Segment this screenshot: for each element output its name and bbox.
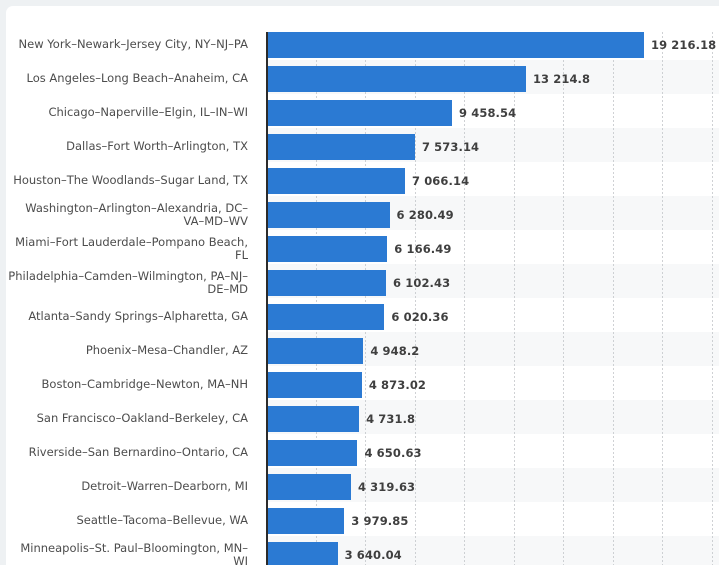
row-band <box>266 536 719 565</box>
category-label: San Francisco–Oakland–Berkeley, CA <box>36 411 248 425</box>
bar-value-label: 6 020.36 <box>391 310 449 324</box>
category-label: Minneapolis–St. Paul–Bloomington, MN–WI <box>20 540 248 565</box>
bar[interactable] <box>266 508 345 534</box>
bar-value-label: 3 640.04 <box>344 548 402 562</box>
gridline <box>612 32 614 565</box>
chart-card: New York–Newark–Jersey City, NY–NJ–PA Los… <box>6 6 719 565</box>
category-label: Atlanta–Sandy Springs–Alpharetta, GA <box>28 309 248 323</box>
bar[interactable] <box>266 338 364 364</box>
bar-row[interactable]: 6 102.43 <box>266 270 719 296</box>
gridline <box>563 32 564 565</box>
gridline <box>513 32 515 565</box>
bar-value-label: 4 650.63 <box>364 446 422 460</box>
bar-value-label: 9 458.54 <box>459 106 517 120</box>
gridline <box>464 32 465 565</box>
bar-value-label: 4 873.02 <box>368 378 427 392</box>
bar-value-label: 13 214.8 <box>532 72 591 86</box>
category-label: Boston–Cambridge–Newton, MA–NH <box>41 377 248 391</box>
bar-value-label: 6 166.49 <box>394 242 452 256</box>
category-label: Washington–Arlington–Alexandria, DC–VA–M… <box>25 200 248 228</box>
bar-value-label: 6 280.49 <box>396 208 454 222</box>
category-label: Seattle–Tacoma–Bellevue, WA <box>76 513 248 527</box>
bar[interactable] <box>266 202 390 228</box>
bar[interactable] <box>266 406 360 432</box>
category-label: Miami–Fort Lauderdale–Pompano Beach, FL <box>15 234 248 262</box>
bar-row[interactable]: 4 731.8 <box>266 406 719 432</box>
gridline <box>662 32 663 565</box>
bar-value-label: 7 066.14 <box>411 174 470 188</box>
value-axis-line <box>266 32 268 565</box>
category-label: Los Angeles–Long Beach–Anaheim, CA <box>26 71 248 85</box>
bar-row[interactable]: 6 280.49 <box>266 202 719 228</box>
bar[interactable] <box>266 134 415 160</box>
bar[interactable] <box>266 168 405 194</box>
bar-row[interactable]: 19 216.18 <box>266 32 719 58</box>
bar-value-label: 3 979.85 <box>351 514 409 528</box>
bar-value-label: 4 731.8 <box>366 412 416 426</box>
gridline <box>414 32 416 565</box>
bar[interactable] <box>266 542 338 565</box>
bar-row[interactable]: 6 020.36 <box>266 304 719 330</box>
bar-row[interactable]: 4 650.63 <box>266 440 719 466</box>
bar[interactable] <box>266 66 526 92</box>
bar[interactable] <box>266 32 644 58</box>
category-label: Dallas–Fort Worth–Arlington, TX <box>66 139 248 153</box>
gridline <box>315 32 317 565</box>
bar[interactable] <box>266 270 387 296</box>
bar[interactable] <box>266 100 453 126</box>
bar-row[interactable]: 4 948.2 <box>266 338 719 364</box>
category-axis-labels: New York–Newark–Jersey City, NY–NJ–PA Los… <box>6 32 260 565</box>
bar-row[interactable]: 3 979.85 <box>266 508 719 534</box>
bar-row[interactable]: 9 458.54 <box>266 100 719 126</box>
gridline <box>711 32 713 565</box>
bar[interactable] <box>266 440 358 466</box>
bar-row[interactable]: 7 573.14 <box>266 134 719 160</box>
bar-value-label: 19 216.18 <box>651 38 717 52</box>
bar-row[interactable]: 3 640.04 <box>266 542 719 565</box>
bar-value-label: 4 319.63 <box>357 480 416 494</box>
category-label: Detroit–Warren–Dearborn, MI <box>81 479 248 493</box>
category-label: Riverside–San Bernardino–Ontario, CA <box>28 445 248 459</box>
bar-value-label: 4 948.2 <box>370 344 420 358</box>
bar-row[interactable]: 13 214.8 <box>266 66 719 92</box>
category-label: Chicago–Naperville–Elgin, IL–IN–WI <box>48 105 248 119</box>
plot-area: 19 216.18 13 214.8 9 458.54 7 573.14 7 066.1… <box>266 26 719 565</box>
bar-row[interactable]: 6 166.49 <box>266 236 719 262</box>
bar[interactable] <box>266 236 388 262</box>
gridline <box>365 32 366 565</box>
bar[interactable] <box>266 372 362 398</box>
category-label: Phoenix–Mesa–Chandler, AZ <box>85 343 248 357</box>
bar-value-label: 6 102.43 <box>393 276 451 290</box>
bar[interactable] <box>266 474 351 500</box>
category-label: New York–Newark–Jersey City, NY–NJ–PA <box>18 37 248 51</box>
category-label: Philadelphia–Camden–Wilmington, PA–NJ–DE… <box>8 268 248 296</box>
bar-value-label: 7 573.14 <box>421 140 480 154</box>
bar-row[interactable]: 4 319.63 <box>266 474 719 500</box>
category-label: Houston–The Woodlands–Sugar Land, TX <box>13 173 248 187</box>
bar[interactable] <box>266 304 385 330</box>
bar-row[interactable]: 7 066.14 <box>266 168 719 194</box>
bar-row[interactable]: 4 873.02 <box>266 372 719 398</box>
